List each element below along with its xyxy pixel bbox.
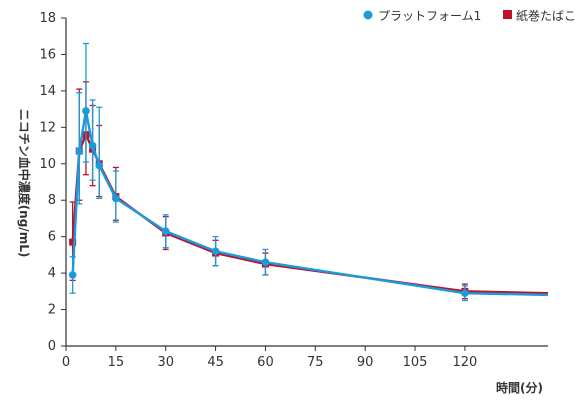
x-tick-label: 0 xyxy=(62,355,70,370)
data-point xyxy=(261,258,270,266)
y-tick-label: 10 xyxy=(39,157,56,172)
legend: プラットフォーム1 紙巻たばこ xyxy=(363,8,576,23)
series-platform1 xyxy=(68,42,549,302)
y-tick-label: 14 xyxy=(39,84,56,99)
data-point xyxy=(75,147,84,155)
data-point xyxy=(95,161,104,170)
x-tick-label: 105 xyxy=(403,355,428,370)
x-tick-label: 120 xyxy=(452,355,477,370)
y-ticks: 0 2 4 6 8 10 12 14 16 18 xyxy=(39,11,66,354)
x-ticks: 0 15 30 45 60 75 90 105 120 xyxy=(62,346,477,370)
y-tick-label: 12 xyxy=(39,120,56,135)
series-line xyxy=(71,109,549,297)
data-point xyxy=(461,289,469,297)
x-tick-label: 60 xyxy=(257,355,274,370)
x-tick-label: 90 xyxy=(357,355,374,370)
data-point xyxy=(112,194,120,203)
legend-marker-platform1 xyxy=(363,10,373,20)
data-point xyxy=(211,247,220,256)
data-point xyxy=(69,238,77,246)
y-tick-label: 8 xyxy=(48,193,56,208)
y-tick-label: 0 xyxy=(48,339,56,354)
series-cigarette xyxy=(69,81,549,300)
y-tick-label: 2 xyxy=(48,303,56,318)
x-tick-label: 15 xyxy=(108,355,125,370)
y-tick-label: 4 xyxy=(48,266,56,281)
data-point xyxy=(68,271,77,279)
x-tick-label: 45 xyxy=(207,355,224,370)
axes xyxy=(65,18,548,347)
y-tick-label: 18 xyxy=(39,11,56,26)
y-tick-label: 16 xyxy=(39,47,56,62)
data-point xyxy=(82,107,90,115)
legend-marker-cigarette xyxy=(503,10,512,19)
legend-label-platform1: プラットフォーム1 xyxy=(378,9,481,23)
legend-label-cigarette: 紙巻たばこ xyxy=(516,8,576,23)
data-point xyxy=(88,141,97,150)
y-tick-label: 6 xyxy=(48,230,56,245)
x-axis-label: 時間(分) xyxy=(496,380,543,395)
series-layer xyxy=(68,42,549,302)
data-point xyxy=(161,227,170,235)
x-tick-label: 75 xyxy=(307,355,324,370)
y-axis-label: ニコチン血中濃度(ng/mL) xyxy=(17,109,32,258)
x-tick-label: 30 xyxy=(157,355,174,370)
